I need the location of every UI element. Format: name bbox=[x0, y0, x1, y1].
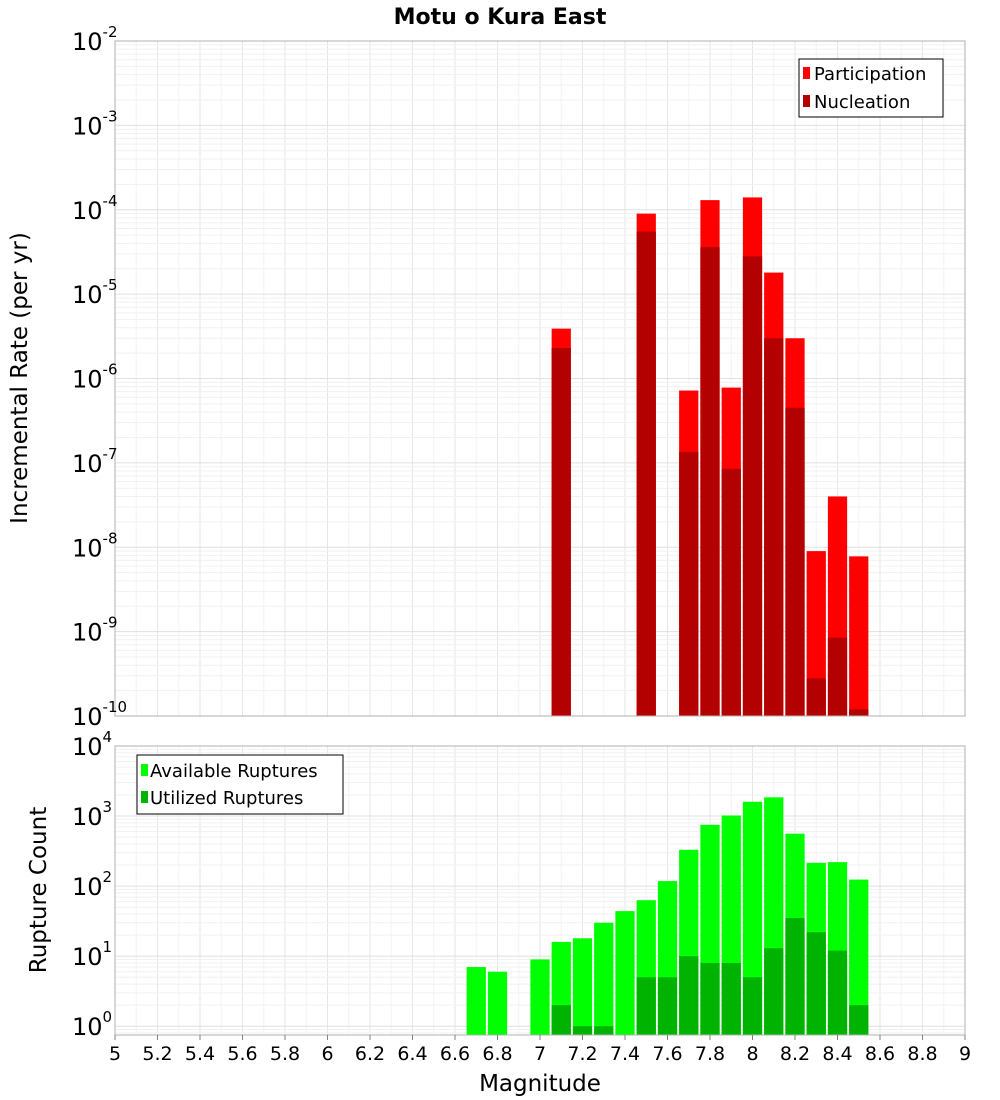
utilized-ruptures-bar bbox=[742, 977, 763, 1035]
top-y-tick-label: 10-7 bbox=[72, 445, 118, 478]
legend-label-utilized: Utilized Ruptures bbox=[150, 788, 303, 809]
x-tick-label: 7.8 bbox=[695, 1043, 725, 1065]
legend-label-nucleation: Nucleation bbox=[814, 92, 910, 113]
x-tick-label: 7.4 bbox=[610, 1043, 640, 1065]
top-y-tick-label: 10-3 bbox=[72, 107, 118, 140]
utilized-ruptures-bar bbox=[572, 1026, 593, 1035]
nucleation-bar bbox=[764, 338, 784, 716]
available-ruptures-bar bbox=[849, 879, 869, 1035]
nucleation-bar bbox=[700, 247, 720, 716]
legend-label-available: Available Ruptures bbox=[150, 761, 318, 782]
bottom-legend: Available Ruptures Utilized Ruptures bbox=[136, 754, 344, 815]
top-y-ticks: 10-2 10-3 10-4 10-5 10-6 10-7 10-8 10-9 10-10 bbox=[72, 23, 127, 731]
top-plot-border bbox=[114, 40, 966, 717]
utilized-ruptures-bar bbox=[849, 1005, 869, 1035]
utilized-ruptures-bar bbox=[700, 962, 720, 1035]
chart-title: Motu o Kura East bbox=[394, 5, 607, 30]
nucleation-bar bbox=[551, 347, 571, 716]
x-tick-label: 5.4 bbox=[185, 1043, 215, 1065]
x-tick-label: 5.6 bbox=[227, 1043, 257, 1065]
x-tick-label: 6.2 bbox=[355, 1043, 385, 1065]
x-tick-label: 8.4 bbox=[822, 1043, 852, 1065]
top-legend-box bbox=[798, 58, 944, 118]
top-y-tick-label: 10-10 bbox=[72, 698, 127, 731]
utilized-ruptures-bar bbox=[551, 1005, 571, 1035]
x-tick-label: 9 bbox=[959, 1043, 971, 1065]
x-tick-label: 6.4 bbox=[397, 1043, 427, 1065]
bottom-y-tick-label: 104 bbox=[72, 728, 112, 761]
nucleation-bar bbox=[785, 407, 805, 716]
top-y-tick-label: 10-5 bbox=[72, 276, 118, 309]
available-ruptures-bar bbox=[615, 911, 635, 1035]
x-tick-label: 8.6 bbox=[865, 1043, 895, 1065]
available-ruptures-bar bbox=[530, 959, 550, 1035]
x-tick-label: 6 bbox=[321, 1043, 333, 1065]
utilized-ruptures-bar bbox=[721, 962, 741, 1035]
utilized-ruptures-bar bbox=[679, 956, 699, 1035]
legend-swatch-participation bbox=[803, 67, 810, 79]
nucleation-bar bbox=[806, 678, 826, 716]
top-y-tick-label: 10-4 bbox=[72, 192, 118, 225]
available-ruptures-bar bbox=[466, 967, 486, 1035]
available-ruptures-bar bbox=[572, 938, 593, 1035]
x-tick-label: 7.2 bbox=[567, 1043, 597, 1065]
top-y-tick-label: 10-2 bbox=[72, 23, 118, 56]
x-tick-label: 6.8 bbox=[482, 1043, 512, 1065]
utilized-ruptures-bar bbox=[594, 1026, 614, 1035]
utilized-ruptures-bar bbox=[764, 948, 784, 1035]
bottom-y-tick-label: 103 bbox=[72, 798, 112, 831]
participation-bar bbox=[806, 551, 826, 716]
x-tick-label: 5 bbox=[109, 1043, 121, 1065]
nucleation-bar bbox=[721, 468, 741, 716]
bottom-y-ticks: 104 103 102 101 100 bbox=[72, 728, 112, 1041]
bottom-y-axis-label: Rupture Count bbox=[26, 807, 52, 973]
bottom-bars bbox=[466, 797, 869, 1035]
x-tick-label: 5.2 bbox=[142, 1043, 172, 1065]
utilized-ruptures-bar bbox=[785, 918, 805, 1035]
available-ruptures-bar bbox=[487, 971, 508, 1035]
bottom-panel: 104 103 102 101 100 5 5.2 5.4 5.6 5.8 6 6.2 6.4 6.6 6… bbox=[26, 728, 971, 1097]
bottom-y-tick-label: 101 bbox=[72, 938, 112, 971]
bottom-legend-box bbox=[136, 754, 344, 815]
legend-swatch-available bbox=[141, 764, 148, 776]
top-bars bbox=[551, 197, 869, 717]
x-tick-label: 8.2 bbox=[780, 1043, 810, 1065]
x-axis-label: Magnitude bbox=[479, 1071, 601, 1097]
x-tick-label: 7 bbox=[534, 1043, 546, 1065]
top-y-tick-label: 10-6 bbox=[72, 361, 118, 394]
legend-label-participation: Participation bbox=[814, 64, 926, 85]
top-legend: Participation Nucleation bbox=[798, 58, 944, 118]
available-ruptures-bar bbox=[742, 801, 763, 1035]
utilized-ruptures-bar bbox=[657, 977, 678, 1035]
top-y-tick-label: 10-9 bbox=[72, 614, 118, 647]
utilized-ruptures-bar bbox=[806, 932, 826, 1035]
x-tick-label: 5.8 bbox=[270, 1043, 300, 1065]
top-y-tick-label: 10-8 bbox=[72, 529, 118, 562]
bottom-y-tick-label: 102 bbox=[72, 868, 112, 901]
top-panel: 10-2 10-3 10-4 10-5 10-6 10-7 10-8 10-9 10-10 In… bbox=[7, 23, 966, 731]
x-tick-label: 8.8 bbox=[907, 1043, 937, 1065]
available-ruptures-bar bbox=[594, 922, 614, 1035]
legend-swatch-nucleation bbox=[803, 95, 810, 107]
nucleation-bar bbox=[849, 709, 869, 716]
x-tick-label: 8 bbox=[746, 1043, 758, 1065]
x-tick-label: 7.6 bbox=[652, 1043, 682, 1065]
x-ticks: 5 5.2 5.4 5.6 5.8 6 6.2 6.4 6.6 6.8 7 7.2 7.4 7.6 7.8 8… bbox=[109, 1035, 971, 1065]
legend-swatch-utilized bbox=[141, 791, 148, 803]
bottom-y-tick-label: 100 bbox=[72, 1008, 112, 1041]
nucleation-bar bbox=[742, 256, 763, 716]
participation-bar bbox=[849, 556, 869, 716]
x-tick-label: 6.6 bbox=[440, 1043, 470, 1065]
nucleation-bar bbox=[636, 231, 656, 716]
nucleation-bar bbox=[679, 451, 699, 716]
utilized-ruptures-bar bbox=[827, 950, 848, 1035]
nucleation-bar bbox=[827, 637, 848, 716]
top-y-axis-label: Incremental Rate (per yr) bbox=[7, 232, 33, 524]
utilized-ruptures-bar bbox=[636, 977, 656, 1035]
